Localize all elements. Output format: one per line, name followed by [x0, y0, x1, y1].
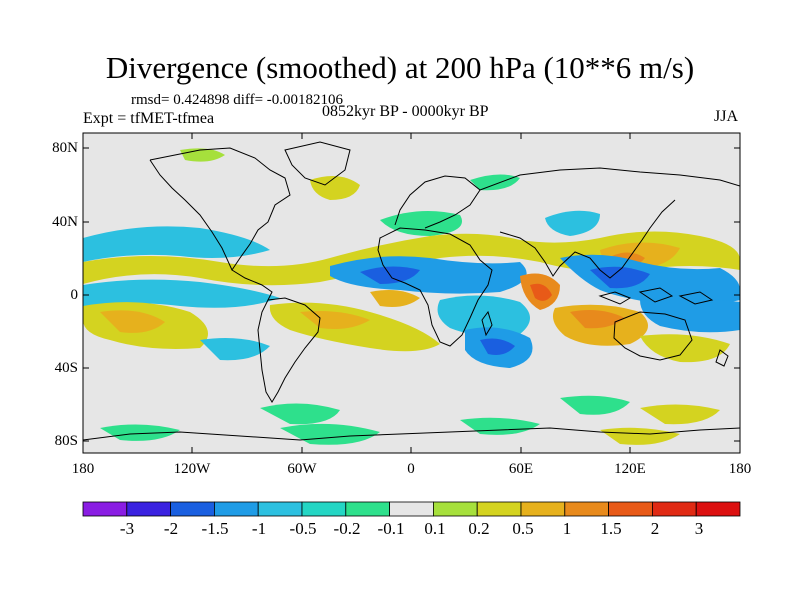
colorbar-box — [82, 501, 128, 517]
colorbar-label: -0.1 — [377, 519, 405, 538]
plot-title: Divergence (smoothed) at 200 hPa (10**6 … — [105, 50, 695, 85]
colorbar-box — [213, 501, 259, 517]
colorbar-label: -2 — [163, 519, 179, 538]
colorbar-label: 3 — [694, 519, 704, 538]
lon-label: 60E — [508, 461, 534, 477]
lat-label: 40N — [52, 214, 78, 230]
lon-label: 180 — [71, 461, 95, 477]
lon-label: 120W — [173, 461, 211, 477]
colorbar-label: 1.5 — [600, 519, 622, 538]
lon-label: 0 — [407, 461, 415, 477]
colorbar-box — [520, 501, 566, 517]
axis-ticks — [82, 133, 741, 453]
colorbar-box — [126, 501, 172, 517]
colorbar-label: 2 — [650, 519, 660, 538]
colorbar-box — [301, 501, 347, 517]
stats-text: rmsd= 0.424898 diff= -0.00182106 — [131, 92, 344, 108]
experiment-label: Expt = tfMET-tfmea — [83, 110, 215, 127]
colorbar-label: 0.5 — [512, 519, 534, 538]
colorbar-label: 0.1 — [424, 519, 446, 538]
colorbar-label: -0.2 — [333, 519, 361, 538]
period-label: 0852kyr BP - 0000kyr BP — [322, 103, 489, 120]
colorbar-box — [652, 501, 697, 517]
colorbar-label: -3 — [119, 519, 135, 538]
lat-label: 80S — [54, 433, 78, 449]
lat-label: 0 — [70, 287, 79, 303]
colorbar-box — [345, 501, 390, 517]
lon-label: 120E — [614, 461, 646, 477]
coastlines — [83, 141, 740, 441]
colorbar-label: -1.5 — [201, 519, 229, 538]
colorbar-box — [170, 501, 215, 517]
colorbar-box — [695, 501, 741, 517]
colorbar-box — [564, 501, 609, 517]
colorbar-label: 0.2 — [468, 519, 490, 538]
colorbar-box — [476, 501, 522, 517]
colorbar-box — [432, 501, 478, 517]
colorbar-box — [257, 501, 303, 517]
colorbar-label: -0.5 — [289, 519, 317, 538]
lat-label: 40S — [54, 360, 78, 376]
colorbar-box — [608, 501, 653, 517]
season-label: JJA — [714, 108, 739, 125]
colorbar-box — [389, 501, 434, 517]
colorbar — [82, 501, 741, 517]
divergence-field — [83, 148, 740, 445]
lon-label: 60W — [287, 461, 317, 477]
lon-label: 180 — [728, 461, 752, 477]
colorbar-label: 1 — [562, 519, 572, 538]
colorbar-label: -1 — [251, 519, 267, 538]
lat-label: 80N — [52, 140, 78, 156]
